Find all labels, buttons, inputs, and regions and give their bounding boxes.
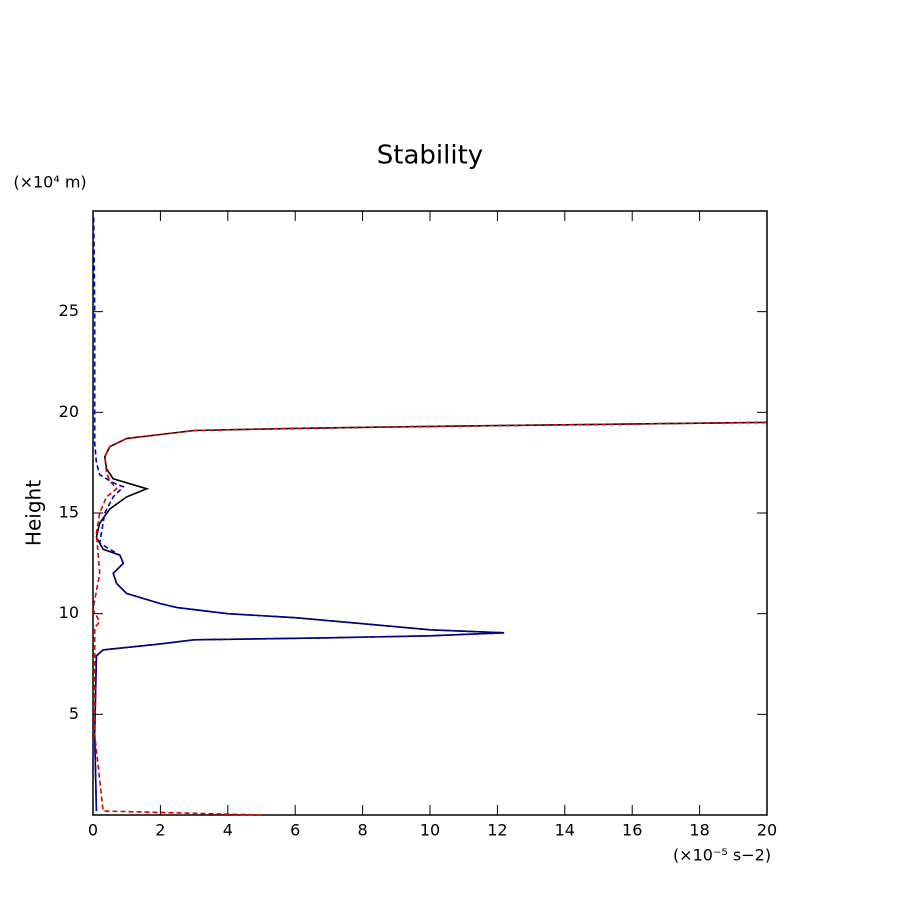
- x-tick-label: 16: [622, 821, 642, 840]
- y-tick-label: 15: [59, 503, 79, 522]
- y-unit-label: (×10⁴ m): [13, 173, 86, 192]
- y-tick-label: 20: [59, 402, 79, 421]
- profile-line: [92, 214, 505, 812]
- x-tick-label: 0: [88, 821, 98, 840]
- y-tick-label: 25: [59, 301, 79, 320]
- y-tick-label: 10: [59, 603, 79, 622]
- profile-line: [92, 421, 768, 816]
- x-tick-label: 2: [155, 821, 165, 840]
- y-axis-label: Height: [22, 480, 46, 546]
- x-tick-label: 10: [420, 821, 440, 840]
- x-tick-label: 20: [757, 821, 777, 840]
- profile-line: [93, 421, 768, 812]
- x-tick-label: 4: [223, 821, 233, 840]
- x-tick-label: 18: [689, 821, 709, 840]
- x-unit-label: (×10⁻⁵ s−2): [673, 846, 771, 865]
- plot-frame: [92, 210, 768, 816]
- x-tick-label: 6: [290, 821, 300, 840]
- chart-title: Stability: [377, 141, 483, 171]
- x-tick-label: 14: [555, 821, 575, 840]
- x-tick-label: 8: [358, 821, 368, 840]
- x-tick-label: 12: [487, 821, 507, 840]
- y-tick-label: 5: [69, 704, 79, 723]
